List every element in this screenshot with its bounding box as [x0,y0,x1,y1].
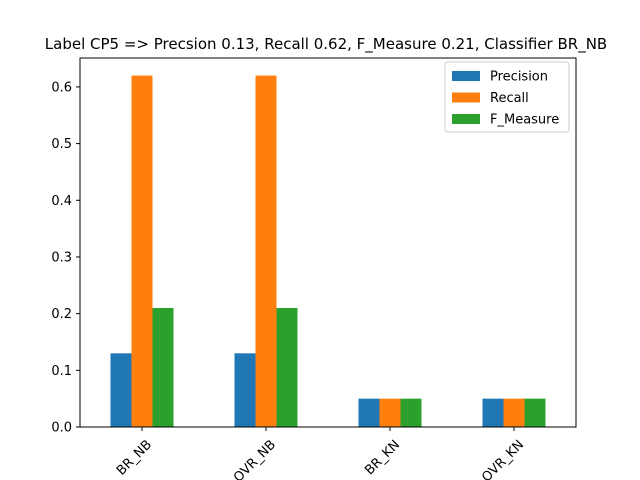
legend-label-recall: Recall [490,91,529,106]
chart-title: Label CP5 => Precsion 0.13, Recall 0.62,… [45,35,607,54]
legend-swatch-recall [452,92,480,103]
plot-frame [79,57,577,428]
y-tick-label: 0.2 [51,307,72,322]
bar-recall-ovr-kn [503,398,525,427]
bar-recall-br-kn [379,398,401,427]
y-tick-label: 0.1 [51,364,72,379]
legend-label-f-measure: F_Measure [490,113,559,128]
y-tick-label: 0.0 [51,421,72,436]
legend: Precision Recall F_Measure [444,61,570,133]
bar-f-measure-br-kn [400,398,422,427]
legend-swatch-precision [452,71,480,81]
x-tick-label: OVR_NB [231,437,279,480]
x-tick-label: BR_KN [362,437,403,478]
legend-swatch-f-measure [452,114,480,124]
bar-precision-ovr-kn [482,398,504,427]
legend-label-precision: Precision [490,70,548,85]
bar-recall-ovr-nb [255,75,277,428]
bar-recall-br-nb [131,75,153,428]
x-tick-label: BR_NB [114,437,155,478]
bar-f-measure-br-nb [152,307,174,427]
y-tick-label: 0.5 [51,137,72,152]
bar-f-measure-ovr-kn [524,398,546,427]
bar-precision-ovr-nb [234,353,256,427]
bars-group [110,75,546,428]
bar-precision-br-nb [110,353,132,427]
bar-f-measure-ovr-nb [276,307,298,427]
x-tick-label: OVR_KN [479,437,527,480]
y-tick-label: 0.3 [51,250,72,265]
bar-precision-br-kn [358,398,380,427]
y-tick-label: 0.4 [51,194,72,209]
y-tick-label: 0.6 [51,80,72,95]
